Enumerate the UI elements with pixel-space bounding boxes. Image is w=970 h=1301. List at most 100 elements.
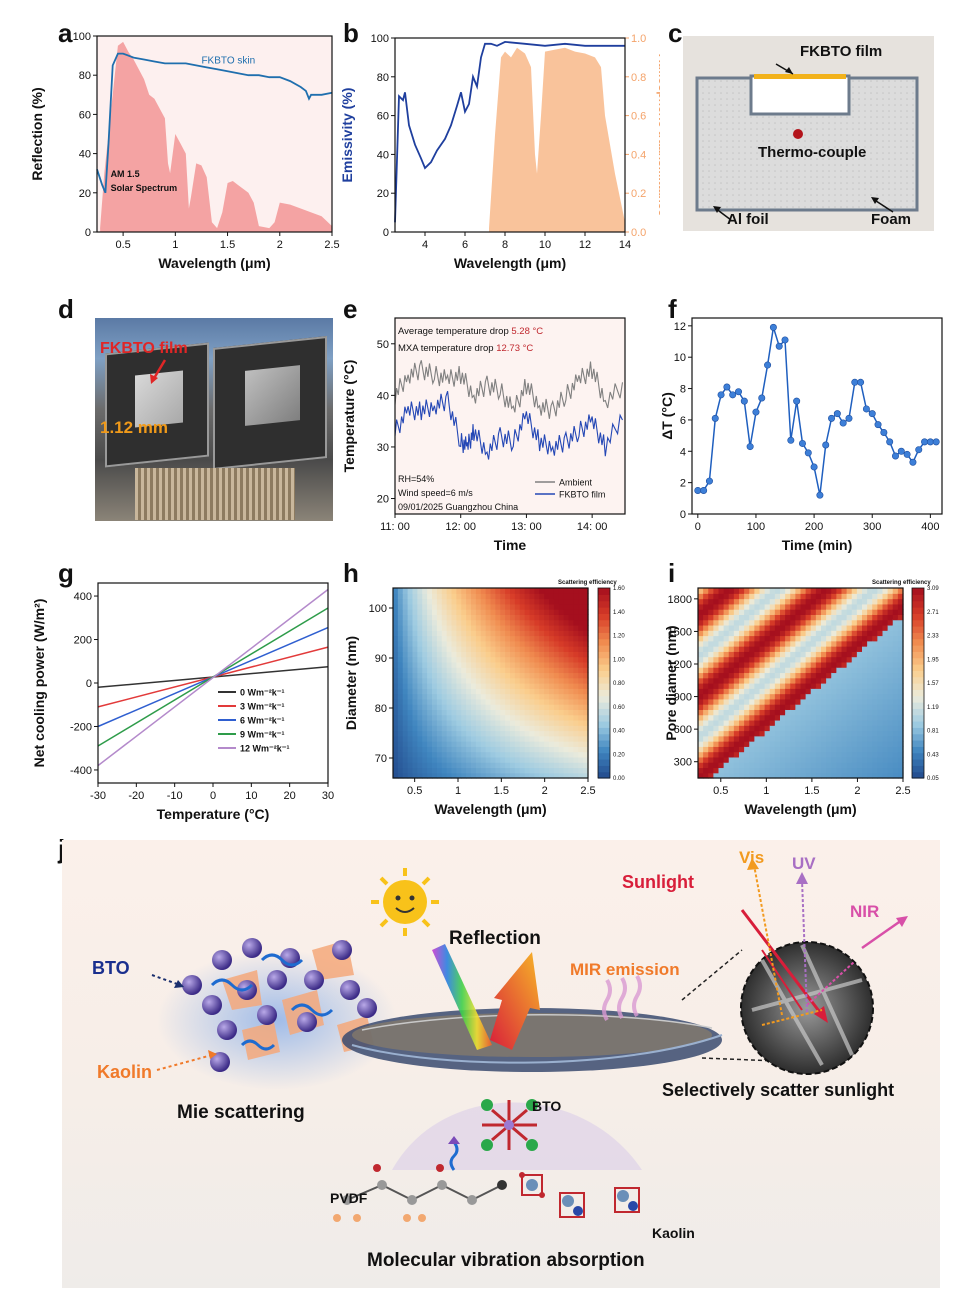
heatmap-cell [810, 719, 817, 726]
heatmap-cell [446, 756, 453, 763]
heatmap-cell [856, 688, 863, 695]
y-axis-title: ΔT (°C) [660, 392, 675, 440]
heatmap-cell [514, 646, 521, 652]
heatmap-cell [851, 693, 858, 700]
heatmap-cell [563, 677, 570, 684]
heatmap-cell [749, 667, 755, 674]
heatmap-cell [831, 704, 837, 710]
heatmap-cell [490, 672, 496, 679]
heatmap-cell [836, 735, 843, 742]
heatmap-cell [826, 619, 832, 626]
heatmap-cell [558, 630, 565, 637]
heatmap-cell [754, 635, 761, 642]
heatmap-cell [744, 624, 750, 631]
heatmap-cell [466, 588, 472, 594]
series-line-delta-t [697, 327, 937, 496]
heatmap-cell [795, 751, 802, 758]
heatmap-cell [407, 598, 414, 605]
heatmap-cell [872, 725, 878, 732]
heatmap-cell [790, 667, 796, 674]
heatmap-cell [427, 688, 433, 695]
heatmap-cell [529, 719, 535, 726]
heatmap-cell [510, 672, 516, 679]
heatmap-cell [739, 719, 745, 726]
heatmap-cell [821, 751, 827, 758]
heatmap-cell [856, 719, 863, 726]
heatmap-cell [500, 651, 506, 658]
heatmap-cell [573, 624, 579, 631]
heatmap-cell [432, 603, 438, 610]
heatmap-cell [810, 735, 817, 742]
heatmap-cell [851, 598, 858, 605]
heatmap-cell [514, 635, 521, 642]
heatmap-cell [544, 656, 550, 663]
heatmap-cell [573, 609, 579, 615]
heatmap-cell [733, 677, 740, 684]
heatmap-cell [790, 746, 796, 753]
heatmap-cell [708, 725, 714, 732]
heatmap-cell [723, 688, 730, 695]
heatmap-cell [514, 751, 521, 758]
heatmap-cell [851, 656, 858, 663]
heatmap-cell [831, 730, 837, 737]
heatmap-cell [831, 683, 837, 689]
heatmap-cell [851, 646, 858, 652]
heatmap-cell [578, 614, 584, 621]
heatmap-cell [713, 619, 720, 626]
heatmap-cell [733, 730, 740, 737]
heatmap-cell [856, 609, 863, 615]
colorbar-tick-label: 1.95 [927, 657, 939, 663]
heatmap-cell [505, 683, 511, 689]
heatmap-cell [456, 609, 462, 615]
y2-tick-label: 1.0 [631, 33, 646, 45]
heatmap-cell [718, 719, 725, 726]
heatmap-cell [826, 709, 832, 716]
heatmap-cell [769, 714, 776, 721]
heatmap-cell [754, 672, 761, 679]
heatmap-cell [708, 746, 714, 753]
heatmap-cell [698, 683, 704, 689]
heatmap-cell [698, 672, 704, 679]
heatmap-cell [769, 624, 776, 631]
heatmap-cell [815, 614, 822, 621]
heatmap-cell [769, 667, 776, 674]
heatmap-cell [441, 730, 448, 737]
heatmap-cell [422, 693, 428, 700]
heatmap-cell [810, 767, 817, 774]
heatmap-cell [877, 656, 884, 663]
heatmap-cell [795, 762, 802, 769]
heatmap-cell [412, 614, 418, 621]
heatmap-cell [785, 593, 791, 600]
heatmap-cell [563, 667, 570, 674]
data-point [903, 450, 911, 458]
heatmap-cell [754, 756, 761, 763]
heatmap-cell [412, 709, 418, 716]
heatmap-cell [815, 762, 822, 769]
heatmap-cell [723, 683, 730, 689]
heatmap-cell [780, 640, 786, 647]
heatmap-cell [897, 624, 904, 631]
heatmap-cell [471, 725, 477, 732]
heatmap-cell [790, 735, 796, 742]
heatmap-cell [495, 704, 501, 710]
heatmap-cell [529, 598, 535, 605]
heatmap-cell [728, 735, 735, 742]
heatmap-cell [402, 646, 409, 652]
heatmap-cell [402, 672, 409, 679]
heatmap-cell [432, 588, 438, 594]
selectively-scatter-label: Selectively scatter sunlight [662, 1080, 895, 1100]
colorbar-segment [598, 670, 610, 678]
y-tick-label: -400 [70, 765, 92, 777]
heatmap-cell [769, 619, 776, 626]
heatmap-cell [713, 709, 720, 716]
heatmap-cell [821, 624, 827, 631]
heatmap-cell [563, 661, 570, 668]
heatmap-cell [769, 767, 776, 774]
heatmap-cell [744, 762, 750, 769]
heatmap-cell [780, 735, 786, 742]
heatmap-cell [810, 688, 817, 695]
heatmap-cell [815, 635, 822, 642]
heatmap-cell [461, 667, 467, 674]
heatmap-cell [836, 614, 843, 621]
heatmap-cell [821, 688, 827, 695]
